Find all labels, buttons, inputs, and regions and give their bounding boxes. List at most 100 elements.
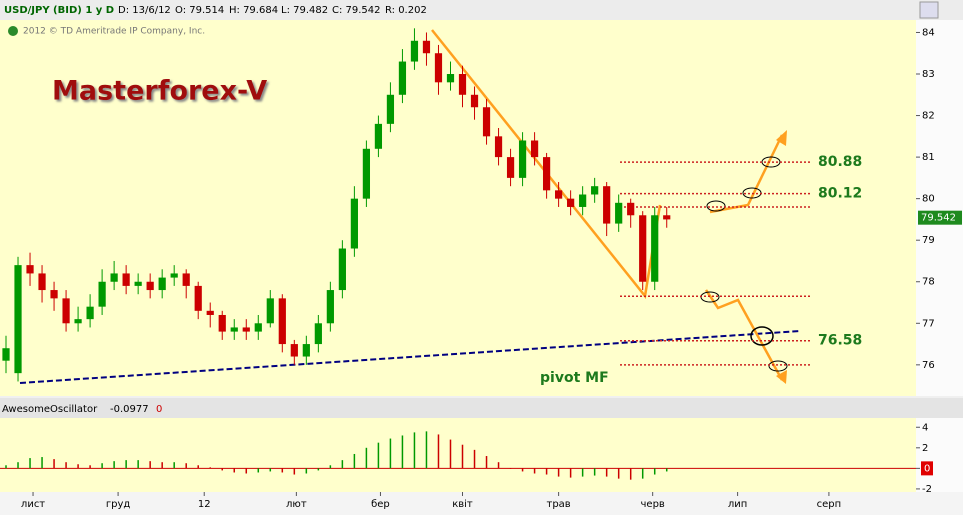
x-tick-label: груд [106, 499, 131, 510]
candle-body [386, 94, 395, 124]
marker [706, 200, 726, 212]
price-panel [0, 20, 916, 396]
candle-body [458, 74, 467, 95]
osc-bar [269, 468, 272, 472]
osc-bar [425, 431, 428, 469]
x-tick-label: лип [728, 499, 747, 510]
candle-body [374, 123, 383, 149]
osc-bar [89, 465, 91, 469]
x-tick-label: лист [21, 499, 45, 510]
osc-bar [293, 468, 296, 475]
osc-bar [593, 468, 596, 476]
candle-body [579, 194, 587, 207]
osc-zero-box [921, 461, 933, 476]
x-tick-label: бер [371, 499, 390, 510]
osc-zero: 0 [156, 404, 162, 415]
y-tick-label: 76 [922, 360, 935, 371]
y-tick-label: 84 [922, 27, 935, 38]
osc-bar [485, 456, 488, 469]
symbol: USD/JPY (BID) 1 у D [4, 5, 114, 16]
osc-y-tick-label: 0 [924, 463, 930, 474]
osc-bar [509, 468, 512, 469]
osc-bar [449, 439, 452, 469]
osc-bar [185, 463, 187, 469]
osc-bar [245, 468, 248, 474]
osc-bar [161, 462, 163, 469]
date: D: 13/6/12 [118, 5, 171, 16]
candle-body [470, 94, 479, 108]
candle-body [206, 310, 214, 315]
osc-bar [497, 462, 500, 469]
osc-bar [653, 468, 656, 475]
osc-bar [605, 468, 608, 477]
osc-bar [641, 468, 644, 479]
candle-body [230, 327, 238, 332]
osc-bar [197, 465, 199, 469]
osc-bar [389, 438, 392, 469]
candle-body [663, 215, 671, 220]
x-tick-label: 12 [198, 499, 211, 510]
time-axis-panel [0, 492, 963, 515]
osc-y-tick-label: 2 [922, 443, 928, 454]
osc-bar [137, 460, 139, 469]
osc-bar [281, 468, 284, 473]
osc-bar [473, 449, 476, 469]
candle-body [278, 298, 286, 345]
osc-axis-panel [916, 418, 963, 492]
osc-y-tick-label: 4 [922, 422, 928, 433]
osc-bar [521, 468, 524, 472]
osc-bar [77, 464, 79, 469]
osc-bar [557, 468, 560, 477]
candle-body [182, 273, 190, 286]
osc-bar [581, 468, 584, 477]
y-tick-label: 83 [922, 69, 935, 80]
copyright: 2012 © TD Ameritrade IP Company, Inc. [23, 27, 205, 37]
osc-bar [113, 461, 115, 469]
osc-bar [101, 463, 103, 469]
osc-bar [5, 465, 7, 469]
osc-panel [0, 418, 916, 492]
y-tick-label: 79 [922, 235, 935, 246]
osc-title: AwesomeOscillator [2, 404, 98, 415]
candle-body [615, 202, 623, 224]
candle-body [50, 290, 58, 299]
candle-body [98, 281, 106, 307]
candle-body [62, 298, 70, 324]
candle-body [122, 273, 130, 286]
osc-bar [437, 434, 440, 469]
candle-body [2, 348, 10, 361]
candle-body [494, 136, 503, 158]
candle-body [86, 306, 94, 320]
candle-body [446, 74, 455, 83]
candle-body [362, 148, 371, 199]
candle-body [338, 248, 346, 291]
candle-body [639, 215, 647, 282]
osc-bar [413, 432, 416, 469]
candle-body [410, 40, 419, 62]
osc-bar [377, 442, 380, 469]
range: R: 0.202 [385, 5, 427, 16]
close: C: 79.542 [332, 5, 381, 16]
osc-header-bar [0, 398, 963, 418]
candle-body [542, 157, 551, 191]
toolbar-button[interactable] [919, 1, 939, 19]
level-label: 80.88 [818, 154, 862, 170]
osc-bar [617, 468, 620, 479]
candle-body [506, 157, 515, 178]
candle-body [134, 281, 142, 286]
candle-body [555, 190, 563, 199]
x-tick-label: серп [817, 499, 842, 510]
candle-body [290, 344, 298, 357]
y-tick-label: 82 [922, 111, 935, 122]
y-tick-label: 78 [922, 277, 935, 288]
candle-body [434, 53, 443, 83]
candle-body [482, 107, 491, 137]
candle-body [518, 140, 527, 178]
candle-body [242, 327, 250, 332]
x-tick-label: трав [547, 499, 571, 510]
high: H: 79.684 [229, 5, 278, 16]
candle-body [530, 140, 539, 158]
osc-bar [401, 435, 404, 469]
candle-body [603, 186, 611, 224]
